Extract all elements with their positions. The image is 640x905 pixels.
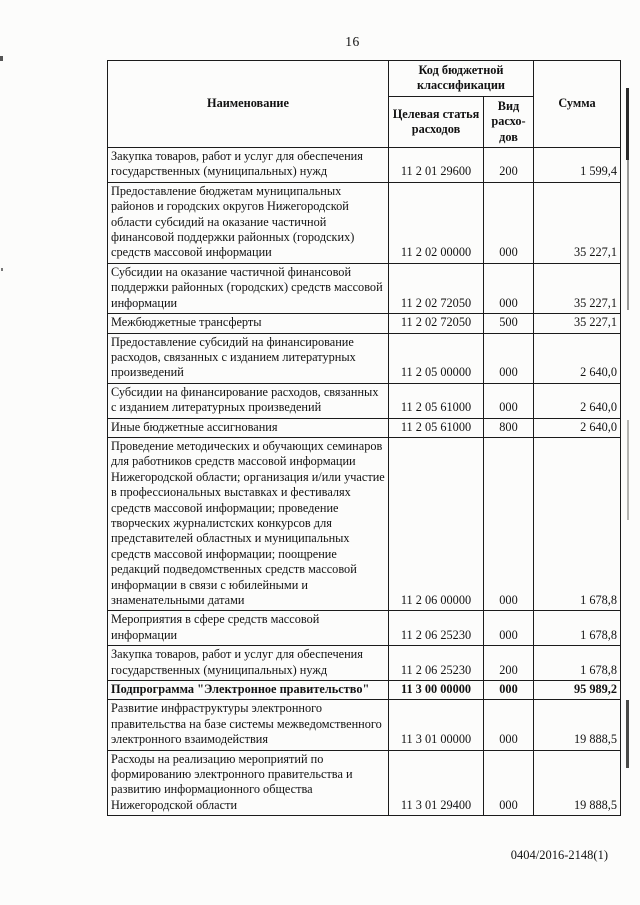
- cell-code: 11 3 00 00000: [388, 680, 484, 701]
- cell-code: 11 2 06 25230: [388, 645, 484, 682]
- scan-artifact: [1, 268, 3, 271]
- cell-code: 11 2 06 00000: [388, 436, 484, 612]
- table-row: Предоставление субсидий на финансировани…: [107, 332, 622, 384]
- cell-name: Развитие инфраструктуры электронного пра…: [107, 699, 389, 751]
- cell-code: 11 2 01 29600: [388, 147, 484, 183]
- cell-vid: 200: [482, 147, 535, 183]
- cell-sum: 1 678,8: [533, 610, 622, 647]
- cell-name: Проведение методических и обучающих семи…: [107, 436, 389, 612]
- cell-code: 11 2 02 72050: [388, 262, 484, 315]
- cell-code: 11 2 05 00000: [388, 332, 484, 384]
- header-target-article: Целевая статья расходов: [388, 95, 484, 149]
- header-name: Наименование: [107, 59, 389, 149]
- cell-name: Мероприятия в сфере средств массовой инф…: [107, 610, 389, 647]
- header-expense-type: Вид расхо­дов: [482, 95, 535, 149]
- cell-sum: 35 227,1: [533, 181, 622, 264]
- cell-code: 11 2 02 72050: [388, 313, 484, 334]
- cell-name: Межбюджетные трансферты: [107, 313, 389, 334]
- table-row: Межбюджетные трансферты 11 2 02 72050 500 3…: [107, 313, 622, 334]
- table-row: Развитие инфраструктуры электронного пра…: [107, 699, 622, 751]
- cell-sum: 2 640,0: [533, 382, 622, 419]
- cell-vid: 000: [482, 332, 535, 384]
- cell-vid: 000: [482, 699, 535, 751]
- cell-vid: 000: [482, 610, 535, 647]
- cell-sum: 95 989,2: [533, 680, 622, 701]
- document-code: 0404/2016-2148(1): [510, 848, 608, 862]
- cell-vid: 500: [482, 313, 535, 334]
- cell-sum: 35 227,1: [533, 262, 622, 315]
- cell-vid: 000: [482, 382, 535, 419]
- table-row: Проведение методических и обучающих семи…: [107, 436, 622, 612]
- table-row: Субсидии на оказание частичной финансово…: [107, 262, 622, 315]
- cell-sum: 19 888,5: [533, 749, 622, 817]
- cell-code: 11 3 01 00000: [388, 699, 484, 751]
- page-number: 16: [345, 34, 360, 49]
- cell-sum: 1 678,8: [533, 436, 622, 612]
- cell-sum: 35 227,1: [533, 313, 622, 334]
- cell-name: Предоставление субсидий на финансировани…: [107, 332, 389, 384]
- cell-vid: 800: [482, 417, 535, 438]
- table-row: Иные бюджетные ассигнования 11 2 05 61000…: [107, 417, 622, 438]
- table-row: Предоставление бюджетам муниципальных ра…: [107, 181, 622, 264]
- cell-code: 11 2 06 25230: [388, 610, 484, 647]
- header-kbk-group: Код бюджетной классификации: [387, 60, 535, 97]
- cell-vid: 000: [482, 181, 535, 264]
- cell-sum: 2 640,0: [533, 332, 622, 384]
- table-row: Закупка товаров, работ и услуг для обесп…: [107, 645, 622, 682]
- header-sum: Сумма: [533, 59, 622, 149]
- cell-sum: 19 888,5: [533, 699, 622, 751]
- cell-vid: 200: [482, 645, 535, 682]
- cell-code: 11 2 02 00000: [388, 181, 484, 264]
- cell-name: Закупка товаров, работ и услуг для обесп…: [107, 147, 389, 183]
- table-row: Мероприятия в сфере средств массовой инф…: [107, 610, 622, 647]
- cell-code: 11 3 01 29400: [388, 749, 484, 817]
- cell-sum: 2 640,0: [533, 417, 622, 438]
- scan-artifact: [626, 88, 629, 160]
- scan-artifact: [627, 420, 629, 520]
- cell-name: Закупка товаров, работ и услуг для обесп…: [107, 645, 389, 682]
- budget-classification-table: Наименование Код бюджетной классификации…: [107, 59, 622, 817]
- cell-name: Расходы на реализацию мероприятий по фор…: [107, 749, 389, 817]
- cell-vid: 000: [482, 436, 535, 612]
- cell-name: Субсидии на финансирование расходов, свя…: [107, 382, 389, 419]
- table-header: Наименование Код бюджетной классификации…: [107, 59, 622, 149]
- cell-name: Предоставление бюджетам муниципальных ра…: [107, 181, 389, 264]
- scan-artifact: [626, 700, 629, 768]
- cell-name: Субсидии на оказание частичной финансово…: [107, 262, 389, 315]
- cell-sum: 1 678,8: [533, 645, 622, 682]
- cell-code: 11 2 05 61000: [388, 382, 484, 419]
- cell-vid: 000: [482, 680, 535, 701]
- table-row: Подпрограмма "Электронное правительство"…: [107, 680, 622, 701]
- table-row: Субсидии на финансирование расходов, свя…: [107, 382, 622, 419]
- table-body: Закупка товаров, работ и услуг для обесп…: [107, 147, 622, 817]
- cell-name: Иные бюджетные ассигнования: [107, 417, 389, 438]
- table-row: Закупка товаров, работ и услуг для обесп…: [107, 147, 622, 183]
- cell-vid: 000: [482, 262, 535, 315]
- cell-sum: 1 599,4: [533, 147, 622, 183]
- cell-code: 11 2 05 61000: [388, 417, 484, 438]
- table-row: Расходы на реализацию мероприятий по фор…: [107, 749, 622, 817]
- cell-vid: 000: [482, 749, 535, 817]
- scan-artifact: [0, 56, 3, 61]
- cell-name: Подпрограмма "Электронное правительство": [107, 680, 389, 701]
- scan-artifact: [627, 160, 629, 310]
